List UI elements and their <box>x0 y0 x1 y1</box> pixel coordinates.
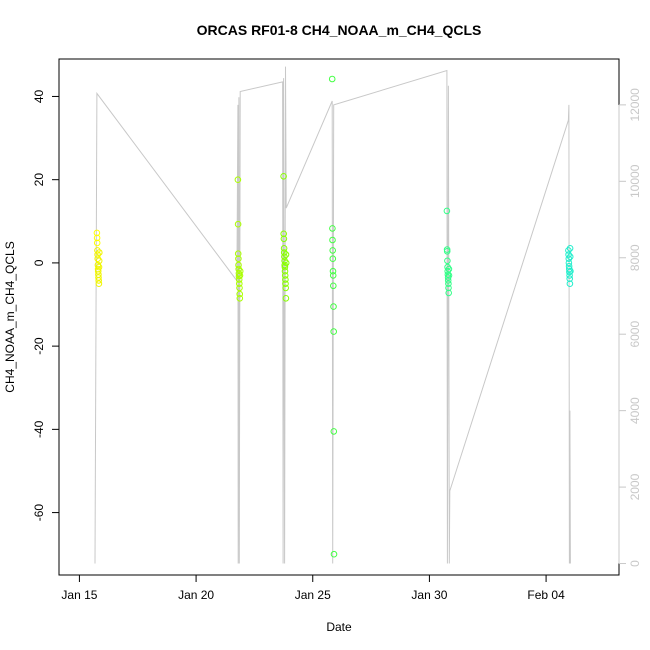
data-point <box>565 259 573 267</box>
data-point <box>565 247 572 254</box>
data-point <box>234 250 242 257</box>
data-point <box>329 247 337 254</box>
data-point <box>443 248 451 255</box>
y-axis-right: 0 2000 4000 6000 8000 10000 12000 <box>618 88 642 567</box>
data-point <box>330 550 338 558</box>
data-point <box>280 249 288 256</box>
data-point <box>94 247 101 254</box>
y-tick-label: -60 <box>32 504 46 522</box>
data-point <box>328 75 336 83</box>
x-axis-label: Date <box>326 620 352 634</box>
data-point <box>235 276 243 283</box>
x-tick-label: Jan 15 <box>61 588 97 602</box>
data-point <box>282 276 289 283</box>
data-point <box>329 255 337 263</box>
data-point <box>281 272 289 279</box>
data-point <box>280 235 288 243</box>
plot-area-frame <box>58 58 620 576</box>
y-right-tick-label: 12000 <box>628 88 642 122</box>
data-point <box>236 272 244 279</box>
y-right-tick-label: 8000 <box>628 244 642 271</box>
data-point <box>94 267 102 275</box>
data-point <box>95 277 102 284</box>
data-point <box>93 239 101 247</box>
points-layer <box>93 75 574 558</box>
y-axis-label: CH4_NOAA_m_CH4_QCLS <box>3 241 17 392</box>
data-point <box>280 245 288 252</box>
data-point <box>282 280 289 288</box>
data-point <box>445 280 452 288</box>
data-point <box>329 272 337 279</box>
data-point <box>235 261 242 269</box>
data-point <box>236 280 243 288</box>
data-point <box>236 267 244 275</box>
data-point <box>444 277 452 284</box>
data-point <box>329 267 337 275</box>
data-point <box>93 229 101 237</box>
data-point <box>566 275 574 283</box>
data-point <box>566 245 574 252</box>
altitude-line-layer <box>94 66 571 564</box>
data-point <box>330 282 337 290</box>
data-point <box>445 284 452 292</box>
data-point <box>236 284 243 292</box>
data-point <box>280 230 288 238</box>
data-point <box>443 207 451 215</box>
data-point <box>282 251 290 258</box>
data-point <box>567 267 574 275</box>
data-point <box>566 272 573 279</box>
y-right-tick-label: 2000 <box>628 473 642 500</box>
data-point <box>330 303 337 310</box>
data-point <box>93 234 101 242</box>
data-point <box>329 236 336 244</box>
data-point <box>566 268 573 276</box>
data-point <box>281 263 289 271</box>
x-tick-label: Feb 04 <box>527 588 565 602</box>
data-point <box>445 289 453 297</box>
data-point <box>282 284 290 292</box>
data-point <box>95 263 103 271</box>
y-tick-label: -20 <box>32 337 46 355</box>
data-point <box>95 280 103 288</box>
data-point <box>96 249 103 256</box>
y-axis-left: -60 -40 -20 0 20 40 <box>32 89 60 522</box>
data-point <box>329 225 336 232</box>
data-point <box>281 267 289 275</box>
data-point <box>236 290 243 298</box>
data-point <box>94 251 101 258</box>
data-point <box>95 257 103 265</box>
chart-title: ORCAS RF01-8 CH4_NOAA_m_CH4_QCLS <box>197 22 482 38</box>
altitude-line <box>94 66 571 564</box>
y-right-tick-label: 10000 <box>628 164 642 198</box>
data-point <box>566 253 574 261</box>
y-tick-label: 40 <box>32 89 46 103</box>
x-tick-label: Jan 30 <box>411 588 447 602</box>
y-tick-label: 20 <box>32 173 46 187</box>
data-point <box>235 255 242 263</box>
x-tick-label: Jan 25 <box>295 588 331 602</box>
y-right-tick-label: 4000 <box>628 397 642 424</box>
y-tick-label: 0 <box>32 259 46 266</box>
data-point <box>282 295 290 302</box>
y-right-tick-label: 0 <box>628 560 642 567</box>
data-point <box>234 176 242 183</box>
data-point <box>566 280 574 288</box>
y-right-tick-label: 6000 <box>628 321 642 348</box>
data-point <box>280 173 287 180</box>
y-tick-label: -40 <box>32 420 46 438</box>
data-point <box>330 328 338 335</box>
x-axis: Jan 15 Jan 20 Jan 25 Jan 30 Feb 04 <box>61 574 565 602</box>
data-point <box>95 274 102 281</box>
x-tick-label: Jan 20 <box>178 588 214 602</box>
data-point <box>234 220 242 228</box>
data-point <box>444 257 451 265</box>
data-point <box>330 428 338 435</box>
data-point <box>445 272 453 279</box>
data-point <box>445 265 453 273</box>
data-point <box>236 295 244 302</box>
data-point <box>282 259 290 267</box>
